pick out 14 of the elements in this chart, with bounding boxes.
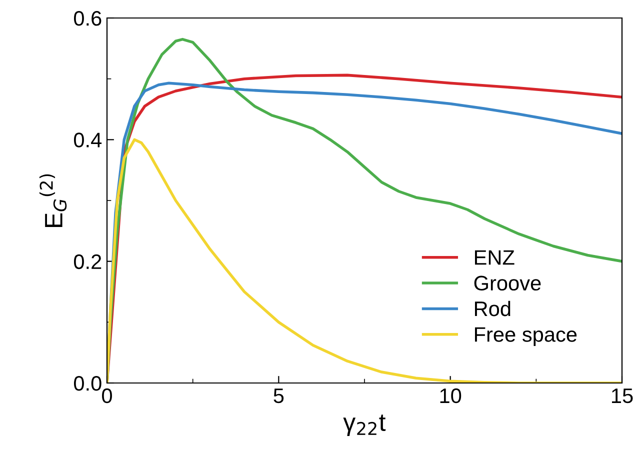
legend-label: Groove <box>474 276 541 291</box>
x-tick-label: 5 <box>274 388 284 404</box>
y-tick-label: 0.2 <box>74 254 102 270</box>
y-tick-label: 0.4 <box>74 132 102 148</box>
y-tick-label: 0.0 <box>74 376 102 391</box>
x-tick-label: 15 <box>612 388 633 404</box>
legend-label: ENZ <box>475 250 514 265</box>
x-axis-title: γ$_{22}$t <box>343 414 386 436</box>
x-tick-label: 0 <box>102 388 112 404</box>
legend-label: Rod <box>475 300 510 316</box>
y-tick-label: 0.6 <box>74 11 102 26</box>
legend-label: Free space <box>475 327 577 346</box>
x-tick-label: 10 <box>440 388 462 404</box>
y-axis-title: E$_{G}$$^{(2)}$ <box>39 174 67 227</box>
